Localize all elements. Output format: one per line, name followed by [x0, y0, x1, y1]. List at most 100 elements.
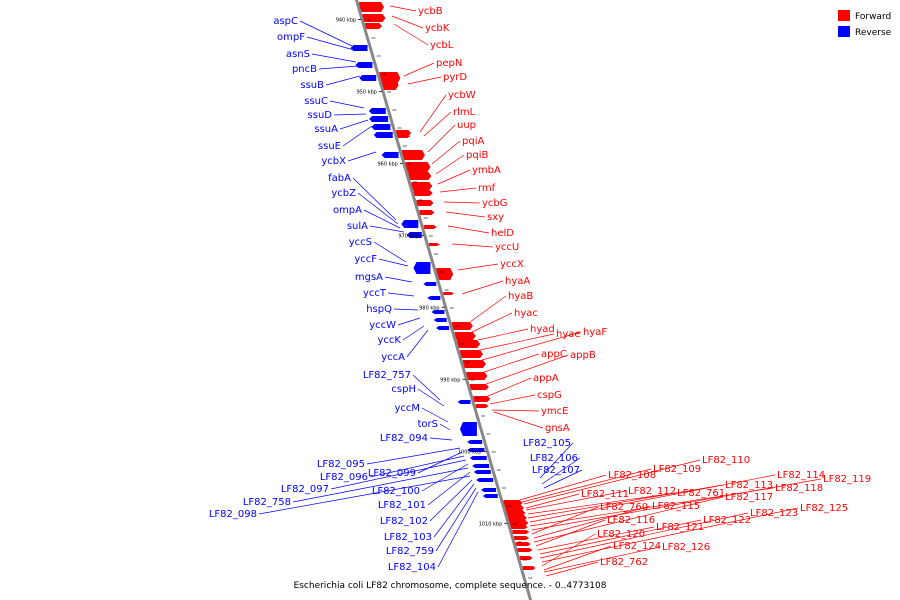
gene-label[interactable]: hspQ — [366, 304, 392, 315]
reverse-feature[interactable] — [431, 310, 445, 314]
gene-label[interactable]: rlmL — [453, 107, 476, 118]
forward-feature[interactable] — [423, 225, 437, 229]
reverse-feature[interactable] — [457, 400, 471, 404]
forward-feature[interactable] — [359, 2, 385, 12]
forward-feature[interactable] — [460, 350, 484, 358]
forward-feature[interactable] — [504, 505, 524, 511]
reverse-feature[interactable] — [472, 464, 490, 468]
forward-feature[interactable] — [522, 566, 536, 570]
forward-feature[interactable] — [411, 182, 433, 190]
gene-label[interactable]: LF82_759 — [386, 546, 434, 557]
gene-label[interactable]: LF82_106 — [530, 453, 578, 464]
gene-label[interactable]: cspH — [391, 384, 416, 395]
forward-feature[interactable] — [365, 23, 383, 29]
forward-feature[interactable] — [510, 525, 528, 529]
forward-feature[interactable] — [506, 510, 526, 516]
forward-feature[interactable] — [381, 80, 399, 90]
reverse-feature[interactable] — [355, 62, 373, 68]
reverse-feature[interactable] — [371, 124, 391, 130]
gene-label[interactable]: LF82_108 — [608, 470, 656, 481]
forward-feature[interactable] — [405, 162, 431, 172]
reverse-feature[interactable] — [401, 220, 419, 228]
gene-label[interactable]: LF82_107 — [532, 465, 580, 476]
gene-label[interactable]: yccA — [381, 352, 405, 363]
gene-label[interactable]: LF82_105 — [523, 438, 571, 449]
reverse-feature[interactable] — [369, 116, 389, 122]
gene-label[interactable]: hyaB — [508, 291, 533, 302]
gene-label[interactable]: yccU — [495, 242, 519, 253]
forward-feature[interactable] — [507, 515, 527, 521]
forward-feature[interactable] — [419, 210, 435, 215]
forward-feature[interactable] — [513, 536, 529, 540]
forward-feature[interactable] — [397, 134, 411, 138]
forward-feature[interactable] — [503, 500, 523, 506]
gene-label[interactable]: LF82_121 — [656, 522, 704, 533]
gene-label[interactable]: cspG — [537, 390, 562, 401]
reverse-feature[interactable] — [413, 262, 431, 274]
gene-label[interactable]: asnS — [286, 49, 310, 60]
reverse-feature[interactable] — [476, 478, 494, 482]
gene-label[interactable]: LF82_110 — [702, 455, 750, 466]
gene-label[interactable]: ssuC — [304, 96, 328, 107]
gene-label[interactable]: sxy — [487, 212, 504, 223]
gene-label[interactable]: yccX — [500, 259, 524, 270]
gene-label[interactable]: LF82_762 — [600, 557, 648, 568]
gene-label[interactable]: helD — [491, 228, 514, 239]
gene-label[interactable]: hyad — [530, 324, 555, 335]
gene-label[interactable]: hyaA — [505, 276, 530, 287]
gene-label[interactable]: LF82_115 — [652, 501, 700, 512]
gene-label[interactable]: LF82_103 — [384, 532, 432, 543]
forward-feature[interactable] — [443, 292, 455, 295]
gene-label[interactable]: yccT — [363, 288, 387, 299]
gene-label[interactable]: LF82_117 — [725, 492, 773, 503]
reverse-feature[interactable] — [459, 422, 477, 436]
gene-label[interactable]: ycbG — [482, 198, 508, 209]
forward-feature[interactable] — [413, 190, 433, 196]
forward-feature[interactable] — [517, 548, 533, 552]
gene-label[interactable]: ycbK — [425, 23, 450, 34]
gene-label[interactable]: ycbB — [418, 6, 443, 17]
gene-label[interactable]: yccS — [349, 237, 372, 248]
forward-feature[interactable] — [408, 172, 432, 180]
gene-label[interactable]: LF82_758 — [243, 497, 291, 508]
gene-label[interactable]: LF82_761 — [677, 488, 725, 499]
gene-label[interactable]: LF82_757 — [363, 370, 411, 381]
reverse-feature[interactable] — [368, 108, 386, 114]
gene-label[interactable]: ompA — [333, 205, 362, 216]
forward-feature[interactable] — [515, 542, 531, 546]
reverse-feature[interactable] — [467, 440, 483, 444]
gene-label[interactable]: ssuA — [314, 124, 338, 135]
gene-label[interactable]: gnsA — [545, 423, 570, 434]
gene-label[interactable]: ssuD — [308, 110, 333, 121]
gene-label[interactable]: LF82_122 — [703, 515, 751, 526]
gene-label[interactable]: LF82_098 — [209, 509, 257, 520]
gene-label[interactable]: LF82_760 — [600, 502, 648, 513]
gene-label[interactable]: sulA — [347, 221, 368, 232]
reverse-feature[interactable] — [482, 494, 498, 498]
reverse-feature[interactable] — [469, 456, 487, 460]
gene-label[interactable]: LF82_095 — [317, 459, 365, 470]
gene-label[interactable]: fabA — [328, 173, 351, 184]
forward-feature[interactable] — [469, 384, 489, 390]
reverse-feature[interactable] — [350, 45, 368, 51]
gene-label[interactable]: pyrD — [443, 72, 467, 83]
gene-label[interactable]: LF82_123 — [750, 508, 798, 519]
reverse-feature[interactable] — [381, 152, 399, 158]
forward-feature[interactable] — [462, 360, 486, 368]
forward-feature[interactable] — [512, 530, 530, 534]
forward-feature[interactable] — [428, 243, 440, 246]
gene-label[interactable]: ymbA — [472, 165, 501, 176]
gene-label[interactable]: LF82_104 — [388, 562, 436, 573]
gene-label[interactable]: LF82_101 — [378, 500, 426, 511]
forward-feature[interactable] — [416, 200, 434, 206]
gene-label[interactable]: yccW — [369, 320, 396, 331]
reverse-feature[interactable] — [481, 488, 497, 492]
forward-feature[interactable] — [466, 372, 488, 380]
gene-label[interactable]: torS — [418, 419, 439, 430]
forward-feature[interactable] — [401, 150, 425, 160]
forward-feature[interactable] — [509, 520, 529, 526]
gene-label[interactable]: LF82_113 — [725, 480, 773, 491]
reverse-feature[interactable] — [467, 448, 485, 452]
gene-label[interactable]: hyac — [514, 308, 538, 319]
gene-label[interactable]: appB — [570, 350, 596, 361]
